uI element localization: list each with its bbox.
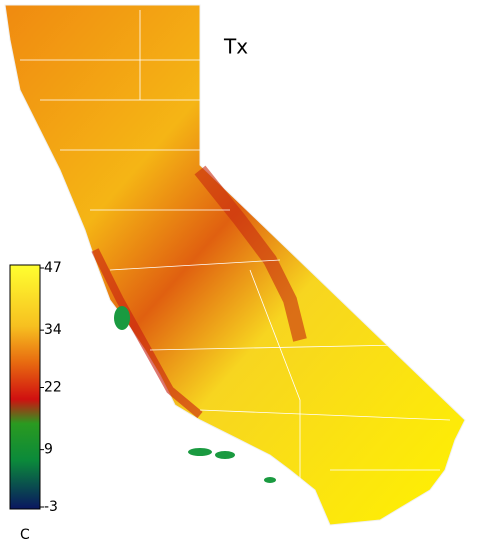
colorbar-tick-label: 47 xyxy=(44,260,62,276)
state-shape xyxy=(4,4,466,526)
colorbar-unit: C xyxy=(20,527,30,543)
county-lines xyxy=(20,10,451,480)
valley-band xyxy=(194,165,307,342)
colorbar xyxy=(9,264,41,510)
islands xyxy=(114,306,276,483)
map-title: Tx xyxy=(223,35,248,59)
california-map xyxy=(4,4,466,526)
colorbar-tick-label: -3 xyxy=(44,499,58,515)
colorbar-tick-label: 34 xyxy=(44,322,62,338)
coast-band xyxy=(91,248,203,419)
colorbar-tick-label: 22 xyxy=(44,380,62,396)
colorbar-tick-label: 9 xyxy=(44,442,53,458)
